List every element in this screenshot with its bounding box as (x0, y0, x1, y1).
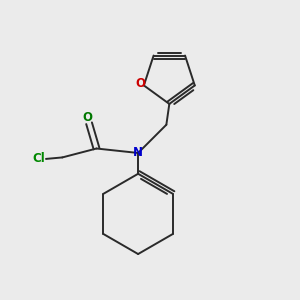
Text: N: N (133, 146, 143, 160)
Text: Cl: Cl (32, 152, 45, 165)
Text: O: O (135, 77, 145, 91)
Text: O: O (82, 111, 93, 124)
